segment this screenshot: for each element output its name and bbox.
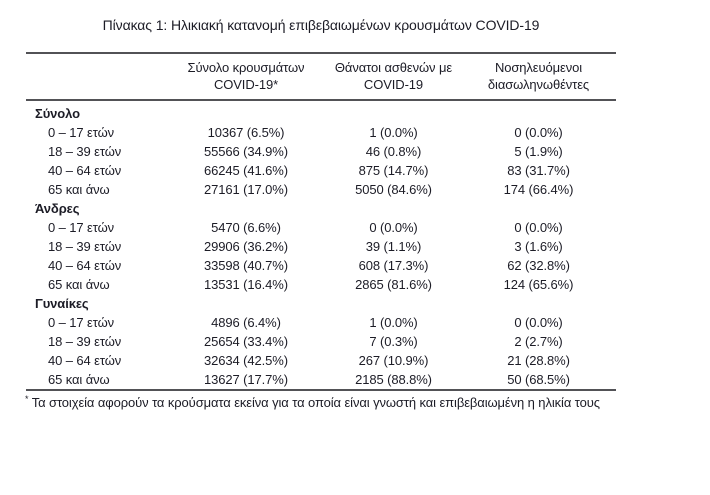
intubated-value: 3 (1.6%) bbox=[514, 239, 563, 254]
intubated-value: 21 (28.8%) bbox=[507, 353, 570, 368]
section-label-women: Γυναίκες bbox=[35, 296, 89, 311]
covid-age-table-wrapper: Σύνολο κρουσμάτων COVID-19* Θάνατοι ασθε… bbox=[26, 52, 616, 391]
age-label: 65 και άνω bbox=[48, 182, 110, 197]
cases-value: 13531 (16.4%) bbox=[204, 277, 288, 292]
table-row: 65 και άνω 13531 (16.4%) 2865 (81.6%) 12… bbox=[26, 275, 616, 294]
age-label: 65 και άνω bbox=[48, 372, 110, 387]
col-header-intubated-line1: Νοσηλευόμενοι bbox=[494, 60, 583, 75]
table-row: 0 – 17 ετών 4896 (6.4%) 1 (0.0%) 0 (0.0%… bbox=[26, 313, 616, 332]
cases-value: 66245 (41.6%) bbox=[204, 163, 288, 178]
deaths-value: 1 (0.0%) bbox=[369, 125, 418, 140]
age-label: 0 – 17 ετών bbox=[48, 220, 115, 235]
deaths-value: 7 (0.3%) bbox=[369, 334, 418, 349]
intubated-value: 0 (0.0%) bbox=[514, 220, 563, 235]
deaths-value: 46 (0.8%) bbox=[365, 144, 422, 159]
page-title: Πίνακας 1: Ηλικιακή κατανομή επιβεβαιωμέ… bbox=[102, 17, 540, 33]
table-row: 40 – 64 ετών 66245 (41.6%) 875 (14.7%) 8… bbox=[26, 161, 616, 180]
deaths-value: 39 (1.1%) bbox=[365, 239, 422, 254]
col-header-deaths-line1: Θάνατοι ασθενών με bbox=[334, 60, 453, 75]
deaths-value: 267 (10.9%) bbox=[358, 353, 429, 368]
age-label: 40 – 64 ετών bbox=[48, 353, 122, 368]
intubated-value: 0 (0.0%) bbox=[514, 315, 563, 330]
deaths-value: 2185 (88.8%) bbox=[355, 372, 432, 387]
cases-value: 27161 (17.0%) bbox=[204, 182, 288, 197]
col-header-deaths-line2: COVID-19 bbox=[363, 77, 424, 92]
footnote-text: Τα στοιχεία αφορούν τα κρούσματα εκείνα … bbox=[31, 395, 600, 410]
age-label: 18 – 39 ετών bbox=[48, 334, 122, 349]
intubated-value: 174 (66.4%) bbox=[503, 182, 574, 197]
table-row: 18 – 39 ετών 29906 (36.2%) 39 (1.1%) 3 (… bbox=[26, 237, 616, 256]
deaths-value: 0 (0.0%) bbox=[369, 220, 418, 235]
age-label: 18 – 39 ετών bbox=[48, 239, 122, 254]
deaths-value: 1 (0.0%) bbox=[369, 315, 418, 330]
table-footnote: * Τα στοιχεία αφορούν τα κρούσματα εκείν… bbox=[25, 394, 625, 410]
cases-value: 10367 (6.5%) bbox=[207, 125, 285, 140]
col-header-deaths: Θάνατοι ασθενών με COVID-19 bbox=[326, 53, 461, 101]
age-label: 40 – 64 ετών bbox=[48, 163, 122, 178]
footnote-marker: * bbox=[25, 394, 29, 404]
table-row: 0 – 17 ετών 5470 (6.6%) 0 (0.0%) 0 (0.0%… bbox=[26, 218, 616, 237]
col-header-cases-line2: COVID-19* bbox=[213, 77, 279, 92]
table-row: 40 – 64 ετών 33598 (40.7%) 608 (17.3%) 6… bbox=[26, 256, 616, 275]
table-row: 18 – 39 ετών 55566 (34.9%) 46 (0.8%) 5 (… bbox=[26, 142, 616, 161]
cases-value: 4896 (6.4%) bbox=[211, 315, 281, 330]
cases-value: 33598 (40.7%) bbox=[204, 258, 288, 273]
cases-value: 25654 (33.4%) bbox=[204, 334, 288, 349]
covid-age-table: Σύνολο κρουσμάτων COVID-19* Θάνατοι ασθε… bbox=[26, 52, 616, 391]
header-row: Σύνολο κρουσμάτων COVID-19* Θάνατοι ασθε… bbox=[26, 53, 616, 101]
intubated-value: 83 (31.7%) bbox=[507, 163, 570, 178]
intubated-value: 2 (2.7%) bbox=[514, 334, 563, 349]
col-header-cases-line1: Σύνολο κρουσμάτων bbox=[187, 60, 305, 75]
age-label: 40 – 64 ετών bbox=[48, 258, 122, 273]
age-label: 65 και άνω bbox=[48, 277, 110, 292]
deaths-value: 875 (14.7%) bbox=[358, 163, 429, 178]
section-row-men: Άνδρες bbox=[26, 199, 616, 218]
col-header-intubated-line2: διασωληνωθέντες bbox=[487, 77, 590, 92]
intubated-value: 62 (32.8%) bbox=[507, 258, 570, 273]
table-row: 40 – 64 ετών 32634 (42.5%) 267 (10.9%) 2… bbox=[26, 351, 616, 370]
section-label-men: Άνδρες bbox=[35, 201, 80, 216]
cases-value: 55566 (34.9%) bbox=[204, 144, 288, 159]
age-label: 18 – 39 ετών bbox=[48, 144, 122, 159]
deaths-value: 608 (17.3%) bbox=[358, 258, 429, 273]
table-row: 65 και άνω 13627 (17.7%) 2185 (88.8%) 50… bbox=[26, 370, 616, 390]
deaths-value: 2865 (81.6%) bbox=[355, 277, 432, 292]
section-row-women: Γυναίκες bbox=[26, 294, 616, 313]
deaths-value: 5050 (84.6%) bbox=[355, 182, 432, 197]
cases-value: 29906 (36.2%) bbox=[204, 239, 288, 254]
section-label-total: Σύνολο bbox=[35, 106, 80, 121]
intubated-value: 0 (0.0%) bbox=[514, 125, 563, 140]
age-label: 0 – 17 ετών bbox=[48, 125, 115, 140]
table-row: 0 – 17 ετών 10367 (6.5%) 1 (0.0%) 0 (0.0… bbox=[26, 123, 616, 142]
col-header-cases: Σύνολο κρουσμάτων COVID-19* bbox=[166, 53, 326, 101]
col-header-intubated: Νοσηλευόμενοι διασωληνωθέντες bbox=[461, 53, 616, 101]
intubated-value: 50 (68.5%) bbox=[507, 372, 570, 387]
intubated-value: 124 (65.6%) bbox=[503, 277, 574, 292]
col-header-empty bbox=[26, 53, 166, 101]
table-row: 65 και άνω 27161 (17.0%) 5050 (84.6%) 17… bbox=[26, 180, 616, 199]
age-label: 0 – 17 ετών bbox=[48, 315, 115, 330]
cases-value: 13627 (17.7%) bbox=[204, 372, 288, 387]
intubated-value: 5 (1.9%) bbox=[514, 144, 563, 159]
cases-value: 5470 (6.6%) bbox=[211, 220, 281, 235]
table-row: 18 – 39 ετών 25654 (33.4%) 7 (0.3%) 2 (2… bbox=[26, 332, 616, 351]
section-row-total: Σύνολο bbox=[26, 100, 616, 123]
cases-value: 32634 (42.5%) bbox=[204, 353, 288, 368]
